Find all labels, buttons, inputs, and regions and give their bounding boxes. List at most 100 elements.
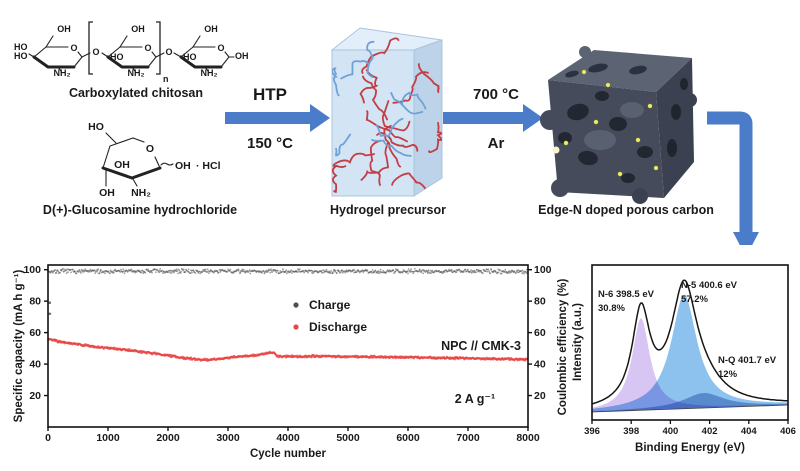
charge-point (476, 268, 479, 271)
y-tick-label: 40 (29, 359, 41, 371)
charge-point (119, 268, 122, 271)
charge-point (279, 270, 282, 272)
charge-point (122, 268, 125, 270)
charge-point (281, 270, 283, 273)
charge-point (499, 269, 501, 271)
x-tick-label: 0 (45, 432, 51, 444)
atom-label: O (92, 47, 99, 57)
charge-point (104, 272, 106, 275)
atom-label: HO (88, 121, 104, 133)
charge-point (385, 270, 388, 273)
charge-point (98, 272, 101, 275)
charge-point (65, 272, 68, 275)
charge-point (54, 269, 57, 271)
charge-point (302, 270, 305, 273)
charge-point (112, 271, 115, 274)
charge-point (431, 269, 434, 272)
charge-point (521, 269, 524, 272)
charge-point (198, 270, 201, 273)
charge-point (269, 271, 272, 274)
charge-point (500, 272, 503, 275)
charge-point (413, 270, 416, 273)
charge-point (427, 269, 430, 272)
charge-point (322, 271, 325, 274)
charge-point (242, 269, 245, 271)
legend-marker-discharge (293, 324, 299, 330)
atom-label: HO (110, 52, 124, 62)
charge-point (262, 270, 265, 273)
y-tick-label: 100 (23, 264, 41, 276)
charge-point (475, 271, 477, 274)
charge-point (123, 272, 126, 275)
polymer-chain (369, 139, 382, 186)
charge-point (320, 270, 323, 273)
discharge-points (47, 337, 529, 363)
charge-point (426, 270, 429, 273)
charge-point (206, 271, 208, 274)
chart-legend: Charge Discharge (293, 298, 367, 334)
charge-point (209, 270, 212, 273)
charge-point (488, 270, 490, 272)
charge-point (414, 267, 416, 270)
charge-point (208, 272, 210, 274)
xps-n1s-spectrum: 396 398 400 402 404 406 N-6 398.5 eV 30.8% N-5 … (570, 245, 800, 471)
peak-percent-n-5: 57.2% (681, 294, 708, 305)
charge-point (55, 271, 58, 274)
charge-point (433, 271, 436, 274)
charge-point (70, 271, 72, 274)
charge-point (394, 270, 397, 273)
polymer-chain (361, 37, 400, 74)
charge-point (489, 272, 492, 275)
charge-point (510, 271, 513, 274)
nitrogen-dot (581, 69, 587, 75)
x-tick-label: 2000 (156, 432, 180, 444)
charge-point (48, 301, 52, 305)
charge-point (57, 270, 60, 273)
atom-label: HO (14, 42, 28, 52)
polymer-chain (332, 67, 340, 97)
charge-point (130, 268, 133, 271)
nitrogen-dot (563, 140, 569, 146)
charge-point (341, 269, 344, 272)
charge-point (517, 269, 520, 272)
charge-point (515, 272, 517, 274)
charge-point (121, 271, 124, 273)
y-tick-label: 20 (534, 390, 546, 402)
charge-point (406, 270, 409, 273)
charge-point (96, 270, 98, 273)
polymer-chain (362, 75, 388, 121)
charge-point (371, 271, 373, 274)
atom-label: OH (114, 159, 130, 171)
charge-point (180, 270, 183, 273)
baseline (591, 404, 789, 413)
charge-point (382, 269, 385, 272)
charge-point (145, 268, 148, 271)
atom-label: NH₂ (131, 187, 151, 199)
x-axis-title: Binding Energy (eV) (635, 442, 745, 454)
charge-point (135, 271, 138, 273)
charge-point (77, 271, 80, 273)
discharge-point (310, 356, 313, 359)
x-tick-label: 6000 (396, 432, 420, 444)
legend-marker-charge (293, 302, 299, 308)
glucosamine-caption: D(+)-Glucosamine hydrochloride (43, 203, 237, 217)
nitrogen-dopant-dots (563, 69, 659, 177)
polymer-chain (365, 110, 408, 143)
charge-point (497, 271, 500, 274)
charge-point (155, 271, 157, 273)
arrow-right-icon (225, 104, 330, 132)
charge-point (151, 271, 153, 274)
glucosamine-atom-labels: HO O OH OH · HCl OH NH₂ (88, 121, 220, 199)
peak-percent-n-q: 12% (718, 369, 738, 380)
x-tick-label: 402 (702, 426, 718, 437)
atom-label: O (144, 43, 151, 53)
charge-point (411, 270, 414, 273)
charge-point (154, 268, 157, 271)
current-density-annotation: 2 A g⁻¹ (455, 392, 495, 406)
charge-point (484, 270, 487, 272)
charge-point (67, 271, 69, 274)
charge-point (142, 272, 145, 275)
charge-point (429, 269, 432, 272)
charge-point (277, 270, 279, 272)
